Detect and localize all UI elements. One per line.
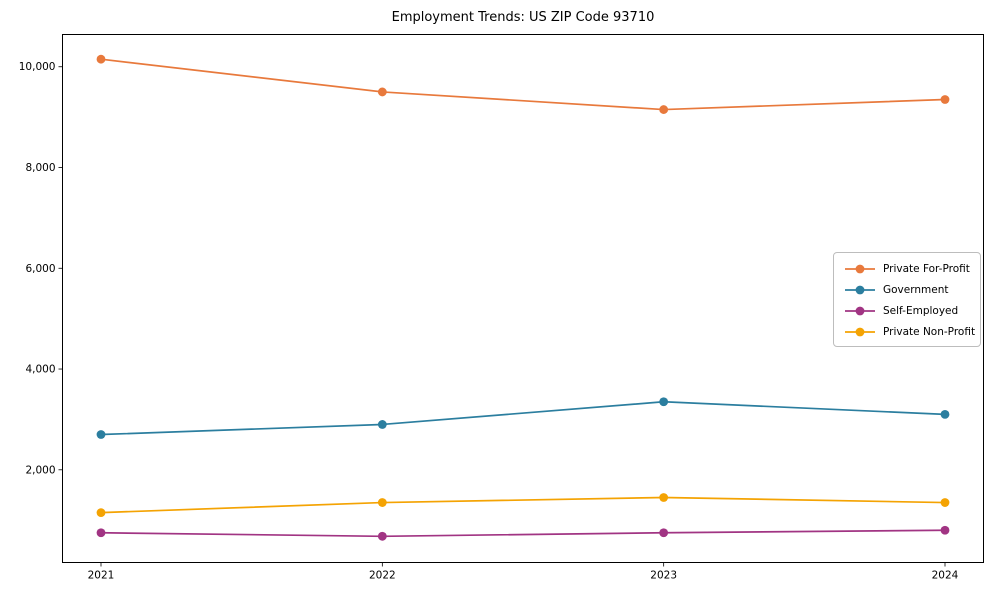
y-tick-label: 2,000: [25, 464, 55, 476]
series-marker-self-employed: [940, 525, 950, 535]
legend-label: Self-Employed: [883, 304, 959, 317]
legend-line-marker-icon: [845, 306, 875, 315]
series-marker-private-for-profit: [96, 54, 106, 64]
x-tick-label: 2021: [88, 570, 115, 582]
series-marker-self-employed: [96, 528, 106, 538]
y-tick-label: 4,000: [25, 364, 55, 376]
legend-line-marker-icon: [845, 327, 875, 336]
series-line-government: [100, 400, 946, 436]
series-line-self-employed: [100, 529, 946, 538]
x-tick-label: 2023: [650, 570, 677, 582]
series-marker-self-employed: [377, 531, 387, 541]
series-line-private-non-profit: [100, 496, 946, 514]
legend-item-private-non-profit: Private Non-Profit: [844, 321, 980, 342]
series-marker-private-non-profit: [659, 493, 669, 502]
series-marker-private-non-profit: [377, 498, 387, 507]
series-marker-private-for-profit: [377, 87, 387, 97]
legend-label: Private Non-Profit: [883, 325, 976, 338]
series-marker-private-for-profit: [940, 95, 950, 104]
y-tick-label: 6,000: [25, 263, 55, 275]
series-marker-private-non-profit: [96, 508, 106, 518]
series-marker-private-non-profit: [940, 498, 950, 507]
legend: Private For-Profit Government Self-Employe…: [833, 252, 981, 347]
series-marker-private-for-profit: [659, 105, 669, 114]
plot-frame: [62, 34, 984, 563]
legend-label: Private For-Profit: [883, 262, 970, 275]
legend-line-marker-icon: [845, 264, 875, 273]
y-tick-label: 10,000: [19, 61, 56, 73]
series-marker-self-employed: [659, 528, 669, 538]
x-tick-label: 2024: [932, 570, 959, 582]
legend-item-self-employed: Self-Employed: [844, 300, 980, 321]
series-line-private-for-profit: [100, 58, 946, 111]
series-marker-government: [377, 420, 387, 429]
series-marker-government: [940, 409, 950, 419]
y-tick-label: 8,000: [25, 162, 55, 174]
x-tick-label: 2022: [369, 570, 396, 582]
chart-title: Employment Trends: US ZIP Code 93710: [391, 10, 655, 25]
legend-item-government: Government: [844, 279, 980, 300]
legend-line-marker-icon: [845, 285, 875, 294]
series-marker-government: [96, 430, 106, 439]
series-marker-government: [659, 397, 669, 407]
legend-item-private-for-profit: Private For-Profit: [844, 258, 980, 279]
legend-label: Government: [883, 283, 949, 296]
